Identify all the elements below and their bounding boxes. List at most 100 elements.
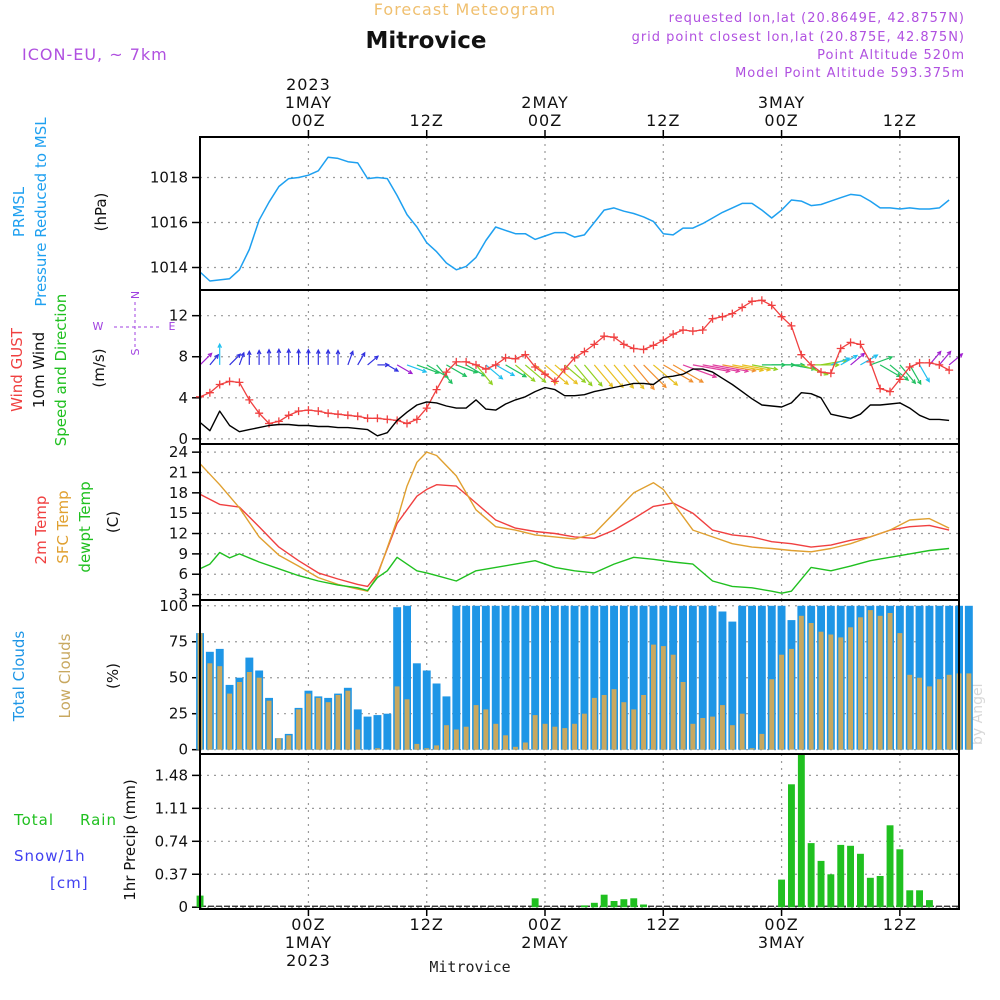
wind-arrow (396, 364, 413, 375)
total-cloud-bar (698, 605, 707, 750)
gust-marker (541, 370, 549, 379)
low-cloud-bar (867, 610, 873, 750)
wind-arrow (732, 364, 764, 371)
precip-unit: 1hr Precip (mm) (121, 779, 139, 900)
total-cloud-bar (422, 670, 431, 750)
total-cloud-bar (757, 605, 766, 750)
bottom-axis-label: 3MAY (758, 933, 805, 952)
gust-marker (560, 365, 569, 374)
precip-bar (600, 894, 608, 908)
wind-arrow-head (207, 352, 213, 358)
wind-arrow-head (276, 347, 282, 354)
gust-marker (442, 368, 451, 377)
total-cloud-bar (432, 683, 441, 750)
wind-arrow (692, 364, 730, 372)
low-cloud-bar (542, 723, 548, 750)
gust-marker (412, 415, 421, 424)
low-cloud-bar (631, 709, 637, 750)
wind-arrow (840, 354, 858, 366)
wind-arrow-head (581, 378, 587, 384)
wind-arrow-head (488, 380, 494, 386)
low-cloud-bar (207, 663, 213, 750)
total-cloud-bar (521, 605, 530, 750)
gust-marker (797, 350, 806, 359)
gust-marker (817, 368, 825, 377)
gust-marker (935, 360, 944, 369)
y-tick-label: 0 (178, 898, 188, 916)
wind-arrow-head (214, 353, 220, 359)
wind-arrow-head (393, 367, 400, 372)
gust-marker (511, 354, 520, 363)
low-cloud-bar (621, 702, 627, 750)
wind-arrow (948, 353, 963, 366)
low-cloud-bar (444, 725, 449, 750)
pressure-unit: (hPa) (92, 193, 110, 232)
wind-arrow (879, 364, 901, 378)
low-cloud-bar (513, 746, 518, 750)
wind-arrow (603, 364, 624, 388)
low-cloud-bar (798, 615, 804, 750)
top-axis-label: 2023 (286, 75, 331, 94)
gust-marker (895, 375, 904, 384)
gust-marker (590, 340, 599, 349)
wind-speed-line (199, 368, 950, 437)
wind-arrow-head (315, 348, 321, 354)
wind-arrow (199, 352, 213, 366)
total-cloud-bar (600, 605, 609, 750)
precip-bar (847, 845, 854, 908)
gust-marker (826, 369, 835, 378)
total-cloud-bar (363, 716, 372, 750)
wind-arrow (229, 353, 241, 366)
y-tick-label: 24 (169, 443, 188, 461)
top-axis-label: 00Z (528, 111, 562, 130)
low-cloud-bar (315, 697, 321, 750)
y-tick-label: 75 (169, 633, 188, 651)
low-cloud-bar (424, 748, 430, 750)
wind-arrow (919, 364, 930, 382)
wind-arrow (357, 352, 366, 366)
gust-marker (432, 385, 441, 394)
panel-frame (199, 443, 960, 601)
low-cloud-bar (522, 742, 528, 750)
wind-arrow-head (422, 368, 428, 373)
low-cloud-bar (779, 654, 784, 750)
wind-arrow-head (673, 381, 679, 386)
low-cloud-bar (266, 700, 272, 750)
gust-marker (945, 366, 954, 375)
wind-arrow-head (246, 349, 252, 356)
top-axis-label: 12Z (646, 111, 680, 130)
wind-arrow-head (510, 371, 516, 377)
wind-arrow-head (335, 349, 341, 355)
gust-marker (619, 340, 628, 349)
gust-marker (866, 357, 875, 366)
gust-marker (688, 327, 697, 336)
low-cloud-bar (651, 644, 656, 750)
gust-marker (777, 312, 786, 321)
precip-rain-label: Rain (80, 811, 117, 829)
gust-marker (472, 360, 480, 369)
wind-arrow-head (639, 384, 645, 390)
gust-marker (738, 303, 747, 312)
total-cloud-bar (412, 663, 421, 750)
wind-arrow-head (597, 381, 603, 387)
low-cloud-bar (897, 633, 903, 750)
total-cloud-bar (560, 605, 569, 750)
gust-marker (452, 357, 461, 366)
y-tick-label: 1014 (150, 259, 188, 277)
total-cloud-bar (748, 605, 756, 750)
gust-marker (629, 344, 638, 353)
low-cloud-bar (927, 686, 932, 750)
bottom-axis-label: 12Z (646, 915, 680, 934)
total-cloud-bar (728, 621, 737, 750)
precip-bar (581, 905, 588, 908)
total-cloud-bar (550, 605, 559, 750)
precip-bar (817, 860, 825, 908)
wind-arrow (643, 364, 667, 388)
product-title: Forecast Meteogram (374, 0, 556, 19)
gust-marker (462, 357, 471, 366)
low-cloud-bar (503, 735, 508, 750)
low-cloud-bar (296, 709, 301, 750)
wind-arrow-head (917, 379, 922, 386)
gust-marker (836, 344, 845, 353)
